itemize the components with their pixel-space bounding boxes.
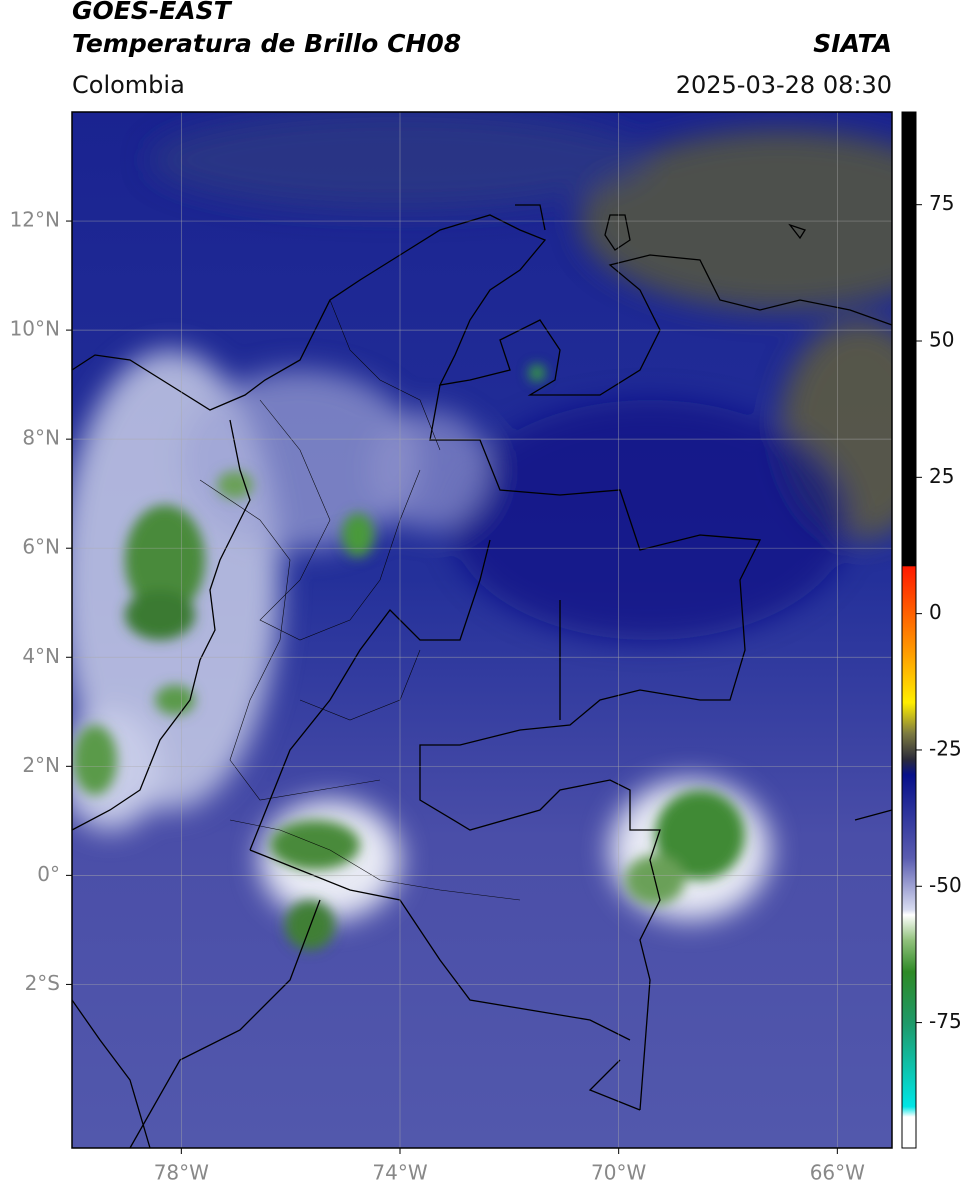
y-tick-label: 12°N	[10, 208, 60, 232]
colorbar-tick-label: 75	[929, 191, 954, 215]
colorbar-tick-label: 25	[929, 464, 954, 488]
colorbar-tick-label: 50	[929, 328, 954, 352]
colorbar	[901, 111, 917, 1149]
map-frame	[71, 111, 893, 1149]
colorbar-tick-label: -50	[929, 873, 962, 897]
y-tick-label: 4°N	[22, 644, 60, 668]
y-tick-label: 2°S	[25, 971, 60, 995]
source: SIATA	[813, 29, 892, 58]
title: GOES-EAST	[72, 0, 233, 25]
y-tick-label: 2°N	[22, 753, 60, 777]
region: Colombia	[72, 71, 185, 99]
colorbar-tick-label: -25	[929, 736, 962, 760]
y-tick-label: 10°N	[10, 317, 60, 341]
x-tick-label: 74°W	[372, 1161, 427, 1185]
satellite-image	[72, 112, 892, 1148]
y-tick-label: 8°N	[22, 426, 60, 450]
subtitle: Temperatura de Brillo CH08	[72, 29, 461, 58]
x-tick-label: 70°W	[591, 1161, 646, 1185]
datetime: 2025-03-28 08:30	[676, 71, 892, 99]
graticule	[72, 112, 892, 1148]
x-tick-label: 66°W	[810, 1161, 865, 1185]
x-tick-label: 78°W	[154, 1161, 209, 1185]
y-tick-label: 0°	[37, 862, 60, 886]
colorbar-tick-label: 0	[929, 600, 942, 624]
borders	[72, 204, 892, 1148]
colorbar-tick-label: -75	[929, 1009, 962, 1033]
y-tick-label: 6°N	[22, 535, 60, 559]
